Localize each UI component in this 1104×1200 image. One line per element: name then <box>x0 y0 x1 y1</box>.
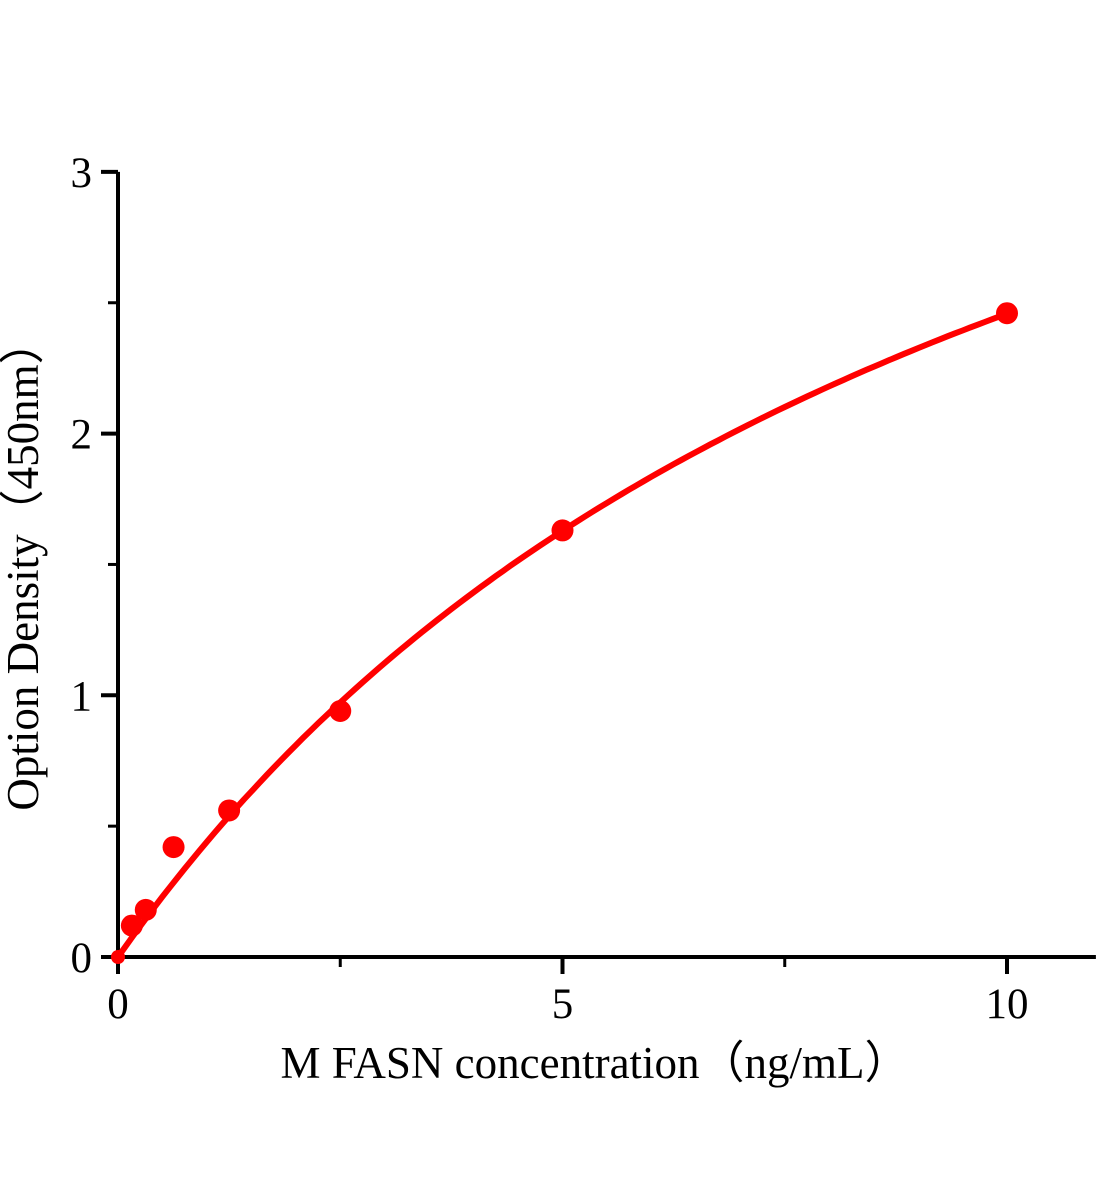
fit-curve <box>115 310 1010 960</box>
data-point <box>218 799 241 822</box>
x-tick-label: 5 <box>552 981 574 1028</box>
x-tick-label: 10 <box>986 981 1029 1028</box>
y-tick-label: 1 <box>71 673 93 720</box>
x-axis-title: M FASN concentration（ng/mL） <box>280 1038 909 1088</box>
data-point <box>111 950 125 964</box>
data-point <box>551 519 574 542</box>
y-tick-label: 2 <box>71 412 93 459</box>
plot-layer: 0 5 10 0 1 2 3 <box>71 150 1096 1028</box>
y-tick-label: 0 <box>71 935 93 982</box>
data-point <box>996 302 1018 325</box>
y-tick-label: 3 <box>71 150 93 197</box>
x-tick-label: 0 <box>107 981 129 1028</box>
data-point <box>134 898 157 921</box>
data-point <box>120 914 143 937</box>
data-point <box>329 700 352 723</box>
data-point <box>162 836 185 859</box>
y-axis-title: Option Density（450nm） <box>0 319 48 810</box>
